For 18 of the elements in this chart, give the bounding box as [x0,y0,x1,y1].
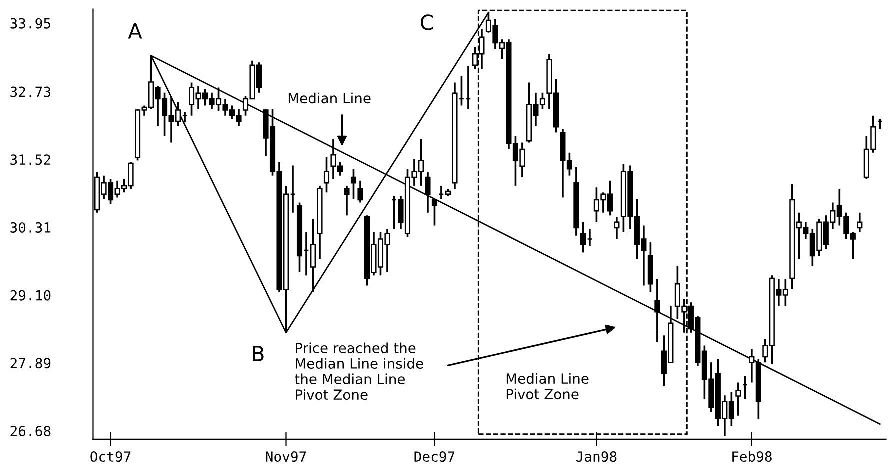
x-tick-label: Dec97 [414,452,455,462]
y-tick-label: 33.95 [10,18,50,29]
annotation: C [420,14,434,30]
x-tick-label: Nov97 [266,452,306,462]
annotation: A [128,24,142,39]
y-tick-label: 32.73 [10,86,51,98]
annotation: Median Line [288,92,371,104]
y-tick-label: 29.10 [10,290,51,301]
annotation: Median Line Pivot Zone [506,373,589,400]
x-tick-label: Feb98 [732,451,772,462]
y-tick-label: 26.68 [10,426,51,437]
x-tick-label: Oct97 [90,452,131,462]
y-tick-label: 30.31 [10,222,51,233]
x-tick-label: Jan98 [576,452,617,462]
y-tick-label: 31.52 [10,154,50,166]
annotation: Price reached the Median Line inside the Median Line Pivot Zone [295,342,424,400]
annotation: B [253,346,264,362]
y-tick-label: 27.89 [10,358,51,369]
